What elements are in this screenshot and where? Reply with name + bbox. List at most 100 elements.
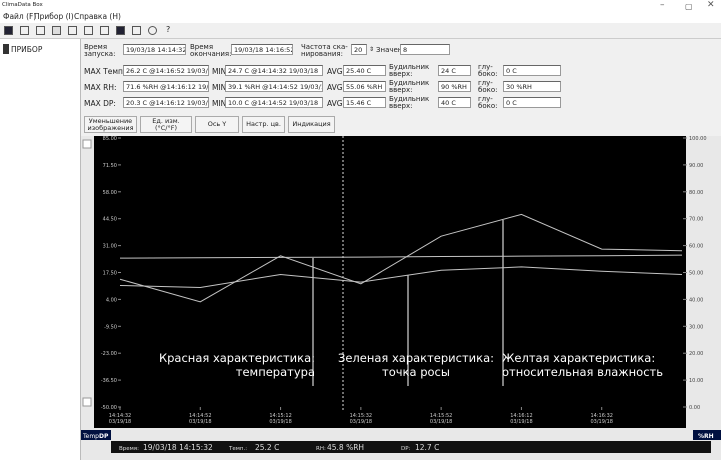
row-label: MAX DP: [84,99,116,108]
tool-display[interactable] [116,26,125,35]
device-item[interactable]: ПРИБОР [11,45,43,54]
y2-tick-label: 100.00 [689,136,707,142]
y-tick-label: 4.00 [106,297,117,303]
x-tick-time: 14:16:12 [510,413,532,419]
menu-item[interactable]: Файл (F) [3,12,37,21]
tab: %RH [698,433,714,440]
scroll-down[interactable] [82,397,92,407]
sidebar [0,39,81,460]
y-tick-label: 31.00 [103,244,117,250]
display-button[interactable]: Индикация [288,116,335,133]
info-label: Частота ска- нирования: [301,43,348,58]
tab: Temp [82,433,99,440]
status-temp: 25.2 C [255,443,279,452]
max-value: 26.2 C @14:16:52 19/03/18 [123,65,209,76]
avg-label: AVG [327,99,343,108]
avg-value: 15.46 C [343,97,386,108]
low-label: глу- боко: [478,95,498,110]
menu-item[interactable]: Прибор (I) [34,12,74,21]
x-tick-date: 03/19/18 [269,419,291,425]
annotation: Красная характеристика: [159,351,315,365]
min-value: 24.7 C @14:14:32 19/03/18 [225,65,323,76]
tool-import[interactable] [52,26,61,35]
y2-tick-label: 30.00 [689,324,703,330]
unit-button[interactable]: Ед. изм. (°C/°F) [140,116,192,133]
tab-bar [693,430,721,440]
tool-open[interactable] [20,26,29,35]
y2-tick-label: 70.00 [689,217,703,223]
status-time: 19/03/18 14:15:32 [143,443,213,452]
series-line [119,266,683,288]
x-tick-date: 03/19/18 [189,419,211,425]
low-value: 0 C [503,97,561,108]
x-tick-date: 03/19/18 [350,419,372,425]
y-tick-label: 58.00 [103,190,117,196]
y2-tick-label: 60.00 [689,244,703,250]
menu-item[interactable]: Справка (H) [74,12,121,21]
y2-tick-label: 90.00 [689,163,703,169]
x-tick-time: 14:15:52 [430,413,452,419]
avg-value: 25.40 C [343,65,386,76]
tool-print[interactable] [36,26,45,35]
tool-device[interactable] [84,26,93,35]
min-value: 39.1 %RH @14:14:52 19/03/18 [225,81,323,92]
x-tick-time: 14:16:32 [590,413,612,419]
alarm-label: Будильник вверх: [389,95,430,110]
y2-tick-label: 10.00 [689,378,703,384]
tool-clear[interactable] [100,26,109,35]
y2-tick-label: 40.00 [689,297,703,303]
low-label: глу- боко: [478,79,498,94]
series-line [119,254,683,259]
tab: DP [99,433,109,440]
status-dp-label: DP: [401,446,411,452]
tool-save[interactable] [4,26,13,35]
alarm-value: 90 %RH [438,81,471,92]
alarm-value: 40 C [438,97,471,108]
x-tick-date: 03/19/18 [430,419,452,425]
color-button[interactable]: Настр. цв. [242,116,285,133]
alarm-value: 24 C [438,65,471,76]
tool-window[interactable] [132,26,141,35]
device-icon [3,44,9,54]
zoom-out-button[interactable]: Уменьшение изображения [84,116,137,133]
min-label: MIN [212,67,227,76]
minimize-button[interactable]: – [660,0,665,10]
tab-bar [81,430,111,440]
min-label: MIN [212,83,227,92]
y-tick-label: 44.50 [103,217,117,223]
row-label: MAX Темп.: [84,67,128,76]
status-rh: 45.8 %RH [327,443,364,452]
info-label: Время запуска: [84,43,116,58]
tool-printer[interactable] [148,26,157,35]
status-rh-label: RH: [316,446,326,452]
info-value: 20 [351,44,367,55]
annotation: температура [236,365,315,379]
y2-tick-label: 0.00 [689,405,700,411]
status-dp: 12.7 C [415,443,439,452]
x-tick-time: 14:15:12 [269,413,291,419]
spinner[interactable]: ⇕ [369,46,375,53]
scroll-up[interactable] [82,139,92,149]
x-tick-date: 03/19/18 [109,419,131,425]
tool-help[interactable]: ? [166,25,171,34]
plot-background [94,136,686,428]
y-tick-label: -9.50 [104,324,117,330]
info-value: 19/03/18 14:16:52 [231,44,293,55]
x-tick-time: 14:14:52 [189,413,211,419]
y-axis-button[interactable]: Ось Y [195,116,239,133]
status-bar [111,441,711,453]
min-label: MIN [212,99,227,108]
min-value: 10.0 C @14:14:52 19/03/18 [225,97,323,108]
annotation: точка росы [382,365,450,379]
x-tick-time: 14:14:32 [109,413,131,419]
avg-value: 55.06 %RH [343,81,386,92]
tool-download[interactable] [68,26,77,35]
annotation: относительная влажность [502,365,663,379]
y-tick-label: -36.50 [101,378,117,384]
info-label: Время окончания: [190,43,232,58]
close-button[interactable]: ✕ [707,0,715,10]
y-tick-label: 85.00 [103,136,117,142]
maximize-button[interactable]: ▢ [685,2,693,11]
toolbar [0,23,721,39]
